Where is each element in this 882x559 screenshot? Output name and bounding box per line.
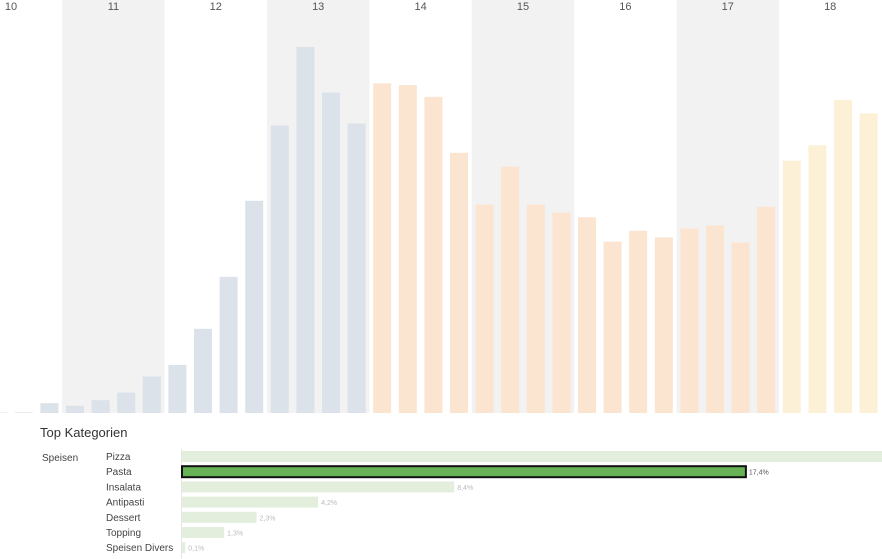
category-label: Pasta <box>106 467 132 478</box>
category-label: Antipasti <box>106 498 144 509</box>
category-bar[interactable] <box>182 451 882 462</box>
hour-label: 11 <box>108 1 119 13</box>
hourly-bar[interactable] <box>347 123 366 414</box>
hourly-bar[interactable] <box>142 376 161 413</box>
hourly-bar[interactable] <box>526 204 545 413</box>
category-chart-title: Top Kategorien <box>40 425 128 440</box>
hourly-bar[interactable] <box>654 237 673 413</box>
hourly-bar[interactable] <box>398 85 417 413</box>
hour-label: 12 <box>210 1 222 13</box>
category-value-label: 8,4% <box>457 485 473 492</box>
hourly-bar[interactable] <box>219 276 238 413</box>
hourly-bar[interactable] <box>578 217 596 413</box>
hourly-bars <box>0 46 878 414</box>
category-bar[interactable] <box>182 496 319 508</box>
category-bar[interactable] <box>181 465 747 479</box>
hourly-bar[interactable] <box>0 412 8 414</box>
hourly-bar[interactable] <box>552 212 571 413</box>
category-label: Speisen Divers <box>106 543 173 554</box>
hourly-bar[interactable] <box>91 400 110 413</box>
hourly-bar[interactable] <box>296 46 315 413</box>
hour-label: 16 <box>619 1 631 13</box>
hourly-bar[interactable] <box>603 241 622 413</box>
category-bar[interactable] <box>182 542 186 554</box>
category-value-label: 0,1% <box>188 546 204 553</box>
hourly-sales-chart: 10 11 12 13 14 15 16 17 18 <box>0 0 878 414</box>
hourly-bar[interactable] <box>373 83 392 413</box>
hourly-bar[interactable] <box>322 92 340 414</box>
hourly-bar[interactable] <box>475 204 494 413</box>
hourly-bar[interactable] <box>168 364 187 413</box>
category-bar[interactable] <box>182 511 257 523</box>
hour-label: 14 <box>414 1 426 13</box>
hourly-bar[interactable] <box>270 125 289 414</box>
category-value-label: 4,2% <box>321 500 337 507</box>
hourly-bar[interactable] <box>731 242 750 413</box>
hourly-bar[interactable] <box>40 403 59 413</box>
hourly-bar[interactable] <box>117 392 136 413</box>
hour-band <box>62 0 165 413</box>
category-bar[interactable] <box>182 527 225 538</box>
category-value-label: 1,3% <box>227 531 243 538</box>
hourly-bar[interactable] <box>706 225 724 414</box>
hourly-bar[interactable] <box>424 96 443 413</box>
hourly-bar[interactable] <box>66 405 84 413</box>
hour-label: 18 <box>824 1 836 13</box>
hour-label: 13 <box>312 1 324 13</box>
category-bar[interactable] <box>182 481 455 493</box>
hourly-bar[interactable] <box>245 200 264 413</box>
hourly-bar[interactable] <box>782 160 801 413</box>
hour-label: 10 <box>5 1 17 13</box>
hourly-bar[interactable] <box>680 228 699 413</box>
hourly-bar[interactable] <box>450 152 468 414</box>
category-label: Dessert <box>106 513 141 524</box>
category-value-label: 2,3% <box>260 515 276 522</box>
hourly-bar[interactable] <box>834 99 852 413</box>
category-label: Topping <box>106 528 141 539</box>
category-rows: Pizza Pasta 17,4% Insalata 8,4% Antipasti 4,2%… <box>106 451 882 554</box>
category-label: Pizza <box>106 452 131 463</box>
hourly-bar[interactable] <box>501 166 520 413</box>
hourly-bar[interactable] <box>14 412 33 413</box>
hourly-bar[interactable] <box>194 328 212 413</box>
hourly-bar[interactable] <box>629 230 648 413</box>
category-label: Insalata <box>106 482 141 493</box>
category-group-label: Speisen <box>42 453 78 464</box>
hour-label: 15 <box>517 1 529 13</box>
hourly-bar[interactable] <box>859 113 878 413</box>
category-bar-chart: Speisen Pizza Pasta 17,4% Insalata 8,4% Antip… <box>42 449 882 559</box>
hourly-bar[interactable] <box>808 145 827 413</box>
category-value-label: 17,4% <box>749 470 769 477</box>
hourly-bar[interactable] <box>757 206 776 413</box>
hour-label: 17 <box>722 1 734 13</box>
hour-axis-labels: 10 11 12 13 14 15 16 17 18 <box>5 1 836 13</box>
